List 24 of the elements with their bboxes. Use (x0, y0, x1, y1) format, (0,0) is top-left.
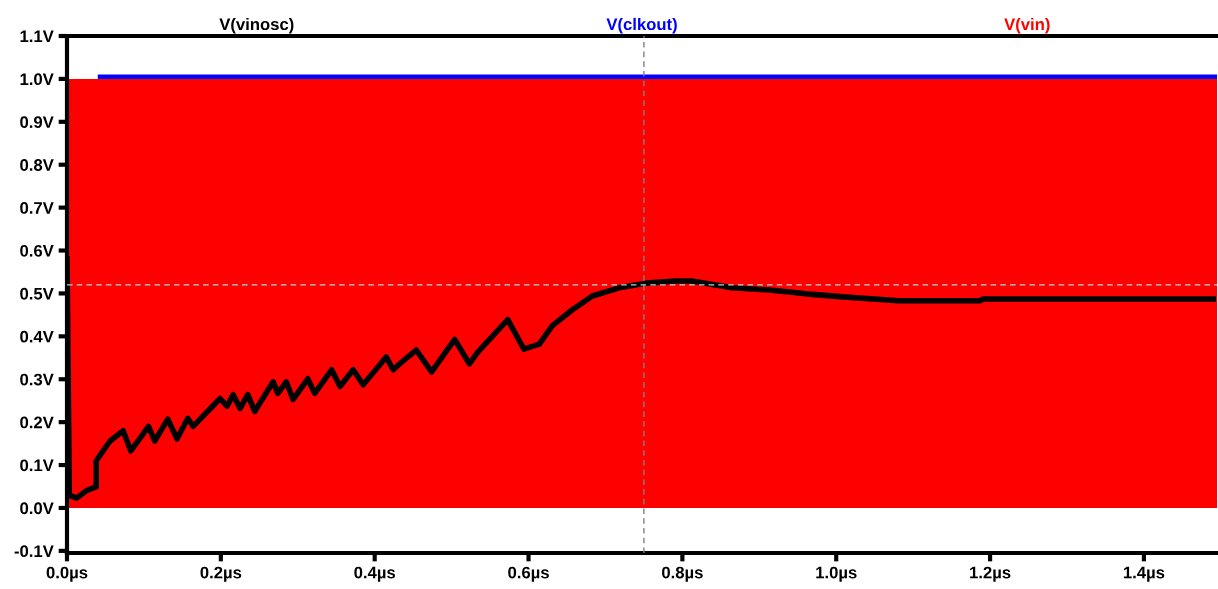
text: V(vinosc) (219, 17, 294, 34)
y-tick-label: 1.1V (20, 30, 54, 43)
y-tick-label: 0.4V (20, 330, 54, 343)
y-tick-label: 0.2V (20, 416, 54, 429)
text: V(vin) (1004, 17, 1050, 34)
y-tick-label: 1.0V (20, 73, 54, 86)
x-tick-label: 0.6µs (508, 566, 549, 582)
y-tick-label: 0.8V (20, 159, 54, 171)
x-tick-label: 1.0µs (816, 566, 857, 582)
y-tick-label: 0.9V (20, 116, 54, 129)
x-tick-label: 0.8µs (662, 566, 703, 582)
x-tick-label: 1.2µs (970, 566, 1011, 582)
text: V(clkout) (606, 17, 677, 34)
y-tick-label: 0.1V (20, 459, 54, 472)
y-tick-label: 0.3V (20, 373, 54, 386)
y-tick-label: 0.5V (20, 287, 54, 300)
x-tick-label: 0.0µs (46, 566, 88, 582)
y-tick-label: -0.1V (14, 545, 54, 558)
x-tick-label: 1.4µs (1123, 566, 1165, 582)
x-tick-label: 0.2µs (200, 566, 242, 582)
y-tick-label: 0.7V (20, 202, 54, 214)
x-tick-label: 0.4µs (354, 566, 396, 582)
y-tick-label: 0.0V (20, 502, 54, 515)
y-tick-label: 0.6V (20, 244, 54, 257)
